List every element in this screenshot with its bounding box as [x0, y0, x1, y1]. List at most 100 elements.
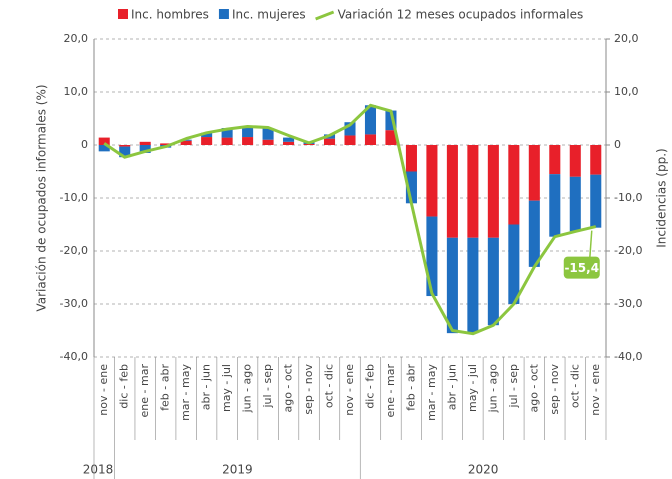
x-tick-label: feb - abr — [159, 364, 172, 411]
y2-tick-label: -10,0 — [614, 191, 642, 204]
bar — [221, 137, 233, 145]
bar — [242, 137, 254, 145]
legend-swatch — [118, 9, 128, 19]
x-tick-label: may - jul — [466, 364, 479, 412]
y-tick-label: 10,0 — [64, 85, 89, 98]
x-tick-label: nov - ene — [97, 364, 110, 416]
legend-swatch — [218, 9, 229, 19]
x-tick-label: oct - dic — [568, 364, 581, 408]
bar — [283, 141, 295, 145]
bar — [487, 145, 499, 238]
x-tick-label: jul - sep — [261, 364, 274, 409]
bar — [139, 145, 151, 153]
bar — [590, 174, 602, 228]
y2-tick-label: -40,0 — [614, 350, 642, 363]
bar — [364, 134, 377, 145]
x-tick-label: dic - feb — [363, 364, 376, 409]
y-tick-label: 20,0 — [64, 32, 89, 45]
annotation-leader — [589, 230, 593, 259]
x-tick-label: feb - abr — [404, 364, 417, 411]
bar — [467, 145, 479, 238]
bar — [508, 145, 520, 225]
bar — [405, 171, 417, 204]
y2-tick-label: 20,0 — [614, 32, 639, 45]
y-tick-label: -20,0 — [60, 244, 88, 257]
bar — [467, 237, 479, 334]
bar — [487, 237, 499, 326]
bar — [344, 122, 356, 136]
x-tick-label: jun - ago — [241, 364, 254, 414]
bar — [385, 110, 397, 131]
x-tick-label: ene - mar — [384, 364, 397, 418]
x-tick-label: nov - ene — [343, 364, 356, 416]
x-tick-label: may - jul — [220, 364, 233, 412]
bar — [426, 145, 438, 217]
x-tick-label: mar - may — [179, 364, 192, 421]
bar — [283, 137, 295, 142]
x-tick-label: ago - oct — [527, 363, 540, 412]
y2-tick-label: -20,0 — [614, 244, 642, 257]
year-label: 2020 — [468, 463, 499, 477]
bar — [364, 105, 377, 135]
bar — [323, 138, 336, 145]
bar — [201, 137, 213, 145]
x-tick-label: abr - jun — [445, 364, 458, 410]
bar — [590, 145, 602, 175]
legend-label: Variación 12 meses ocupados informales — [338, 8, 584, 22]
line — [103, 103, 597, 336]
x-tick-label: jun - ago — [486, 364, 499, 414]
y2-axis-label: Incidencias (pp.) — [655, 148, 669, 247]
bar — [119, 145, 131, 147]
bar — [426, 216, 438, 297]
x-tick-label: sep - nov — [302, 364, 315, 415]
y-tick-label: -30,0 — [60, 297, 88, 310]
annotation-text: -15,4 — [564, 261, 599, 275]
x-tick-label: ene - mar — [138, 364, 151, 418]
bar — [98, 145, 110, 152]
bar — [201, 132, 213, 138]
bar — [405, 145, 417, 172]
x-tick-label: sep - nov — [548, 364, 561, 415]
x-tick-label: mar - may — [425, 364, 438, 421]
bar — [262, 139, 274, 145]
bar — [569, 176, 581, 232]
y2-tick-label: -30,0 — [614, 297, 642, 310]
bar — [160, 143, 172, 145]
x-tick-label: abr - jun — [200, 364, 213, 410]
y2-tick-label: 0 — [614, 138, 621, 151]
y-tick-label: -40,0 — [60, 350, 88, 363]
bar — [549, 174, 561, 237]
x-tick-label: dic - feb — [118, 364, 131, 409]
x-tick-label: nov - ene — [589, 364, 602, 416]
y-axis-label: Variación de ocupados informales (%) — [35, 84, 49, 311]
bar — [344, 135, 356, 145]
bar — [303, 143, 315, 145]
legend-label: Inc. mujeres — [232, 8, 306, 22]
bar — [242, 126, 254, 138]
year-label: 2019 — [222, 463, 253, 477]
bar — [180, 139, 192, 141]
bar — [446, 237, 458, 334]
bar — [119, 146, 131, 158]
y2-tick-label: 10,0 — [614, 85, 639, 98]
bar — [528, 145, 540, 201]
bar — [549, 145, 561, 175]
bar — [221, 128, 233, 138]
legend-swatch — [315, 10, 335, 21]
x-tick-label: jul - sep — [507, 364, 520, 409]
y-tick-label: 0 — [81, 138, 88, 151]
bar — [180, 140, 192, 145]
bar — [262, 128, 274, 140]
annotation-box — [563, 256, 600, 279]
year-label: 2018 — [83, 463, 114, 477]
bar — [569, 145, 581, 177]
bar — [508, 224, 520, 304]
bar — [528, 200, 540, 267]
legend-label: Inc. hombres — [131, 8, 209, 22]
bar — [385, 130, 397, 145]
bar — [139, 141, 151, 145]
x-tick-label: oct - dic — [323, 364, 336, 408]
x-tick-label: ago - oct — [282, 363, 295, 412]
bar — [446, 145, 458, 238]
